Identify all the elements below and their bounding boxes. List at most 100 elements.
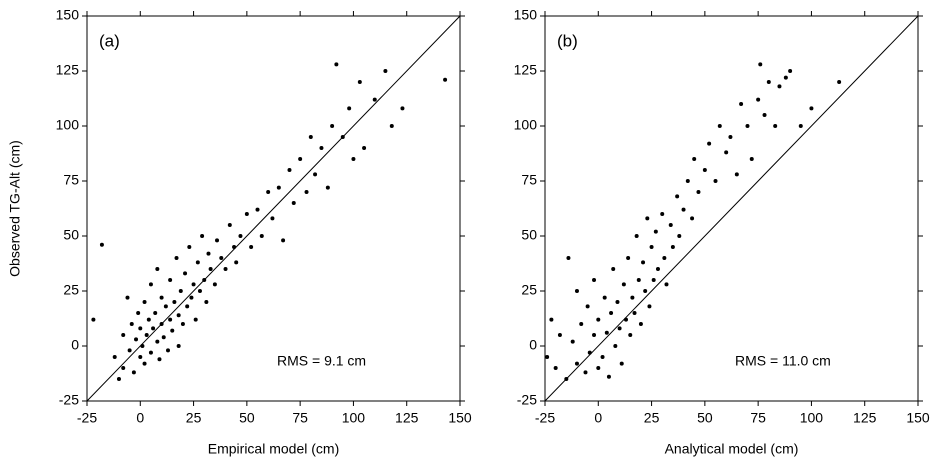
point xyxy=(645,216,650,221)
y-tick-label: -25 xyxy=(517,392,537,408)
point xyxy=(176,344,181,348)
point xyxy=(165,348,170,353)
point xyxy=(189,295,194,300)
point xyxy=(670,245,675,249)
point xyxy=(773,124,778,128)
point xyxy=(121,333,126,337)
point xyxy=(641,260,646,265)
panel-label: (b) xyxy=(557,31,578,50)
point xyxy=(400,106,405,111)
point xyxy=(172,300,177,304)
point xyxy=(325,185,330,190)
point xyxy=(702,168,707,172)
point xyxy=(574,361,579,366)
point xyxy=(148,282,153,287)
x-tick-label: 0 xyxy=(594,410,602,426)
point xyxy=(232,245,237,249)
x-tick-label: 25 xyxy=(644,410,660,426)
point xyxy=(142,361,147,366)
point xyxy=(244,212,249,216)
point xyxy=(195,260,200,265)
point xyxy=(553,366,558,370)
point xyxy=(185,304,190,309)
x-tick-label: -25 xyxy=(77,410,97,426)
y-tick-label: 125 xyxy=(514,62,538,78)
point xyxy=(227,223,232,227)
point xyxy=(159,295,164,300)
y-tick-label: 0 xyxy=(529,337,537,353)
y-tick-label: 100 xyxy=(56,117,80,133)
point xyxy=(592,333,597,337)
point xyxy=(270,216,275,221)
point xyxy=(138,355,143,359)
reference-line xyxy=(544,15,919,402)
y-axis-label: Observed TG-Alt (cm) xyxy=(7,140,23,277)
point xyxy=(161,335,166,340)
point xyxy=(653,229,658,234)
point xyxy=(628,333,633,337)
point xyxy=(734,172,739,177)
point xyxy=(783,75,788,80)
y-tick-label: 75 xyxy=(63,172,79,188)
x-tick-label: 50 xyxy=(697,410,713,426)
point xyxy=(596,366,601,370)
point xyxy=(745,124,750,128)
rms-annotation: RMS = 11.0 cm xyxy=(735,353,831,369)
y-tick-label: 50 xyxy=(63,227,79,243)
y-tick-label: 150 xyxy=(514,7,538,23)
point xyxy=(707,141,712,146)
point xyxy=(180,322,185,326)
point xyxy=(609,311,614,315)
point xyxy=(545,355,550,359)
point xyxy=(215,238,220,243)
point xyxy=(197,289,202,293)
point xyxy=(570,339,575,344)
point xyxy=(690,216,695,221)
point xyxy=(389,124,394,128)
x-tick-label: 100 xyxy=(800,410,824,426)
point xyxy=(837,80,842,84)
point xyxy=(692,157,697,161)
point xyxy=(170,328,175,333)
point xyxy=(276,185,281,190)
point xyxy=(347,106,352,111)
point xyxy=(630,295,635,300)
point xyxy=(362,146,367,150)
y-tick-label: 25 xyxy=(521,282,537,298)
point xyxy=(623,317,628,322)
point xyxy=(176,313,181,318)
point xyxy=(340,135,345,139)
point xyxy=(638,322,643,326)
point xyxy=(647,304,652,309)
point xyxy=(664,282,669,287)
point xyxy=(660,212,665,216)
x-axis-label: Empirical model (cm) xyxy=(208,441,339,457)
point xyxy=(308,135,313,139)
point xyxy=(155,339,160,344)
point xyxy=(287,168,292,172)
point xyxy=(655,267,660,271)
point xyxy=(191,282,196,287)
point xyxy=(383,69,388,73)
point xyxy=(183,271,188,276)
point xyxy=(749,157,754,161)
point xyxy=(351,157,356,161)
point xyxy=(200,234,205,238)
plot-frame xyxy=(86,15,461,402)
x-tick-label: 125 xyxy=(395,410,419,426)
point xyxy=(675,194,680,199)
point xyxy=(313,172,318,177)
point xyxy=(596,317,601,322)
point xyxy=(136,311,141,315)
x-tick-label: 125 xyxy=(853,410,877,426)
point xyxy=(259,234,264,238)
x-tick-label: -25 xyxy=(535,410,555,426)
point xyxy=(649,245,654,249)
point xyxy=(116,377,121,381)
point xyxy=(600,355,605,359)
x-tick-label: 25 xyxy=(186,410,202,426)
point xyxy=(613,344,618,348)
point xyxy=(728,135,733,139)
x-axis-label: Analytical model (cm) xyxy=(665,441,799,457)
